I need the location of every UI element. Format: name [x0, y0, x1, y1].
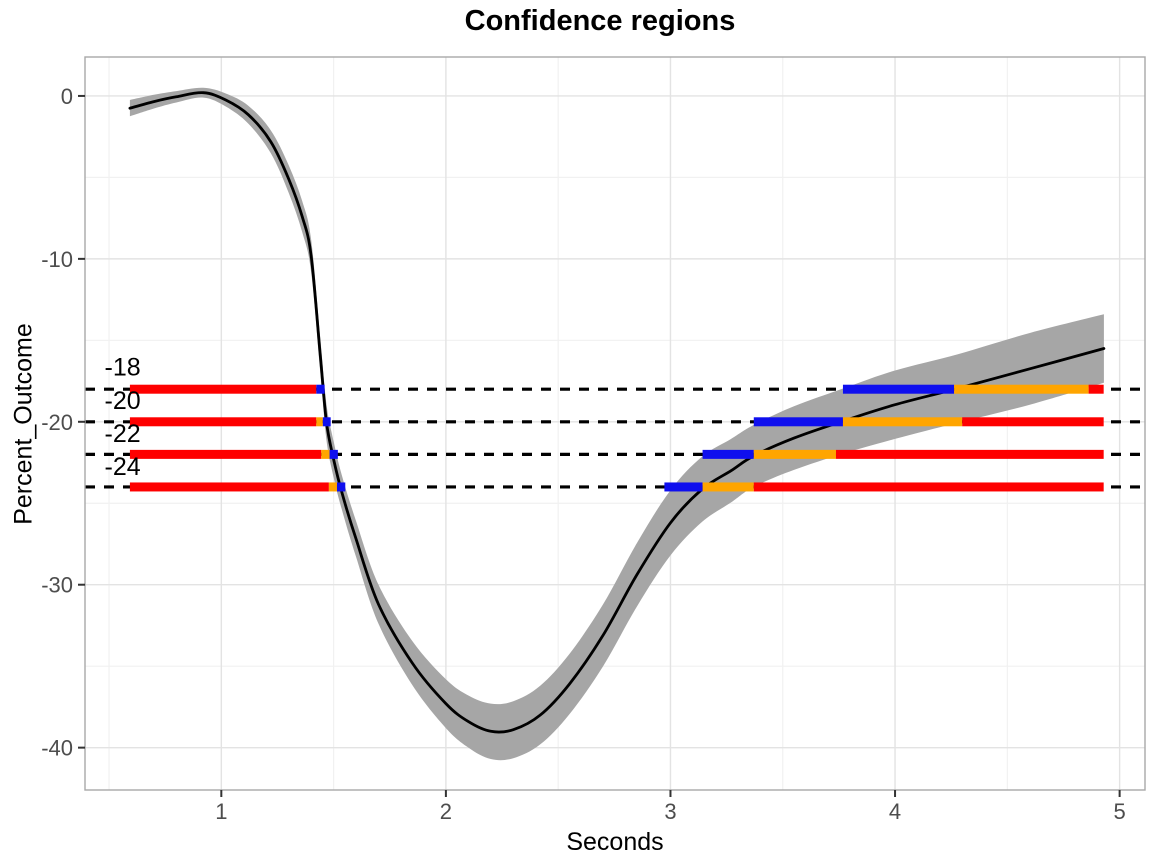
ci-segment-blue	[316, 384, 325, 394]
ci-segment-red	[753, 482, 1104, 492]
ci-segment-orange	[702, 482, 754, 492]
x-tick-label: 5	[1113, 799, 1125, 824]
ci-segment-orange	[316, 417, 323, 427]
ci-segment-blue	[842, 384, 955, 394]
smooth-line	[128, 91, 1106, 734]
x-tick-label: 3	[664, 799, 676, 824]
y-tick-label: 0	[61, 84, 73, 109]
ci-segment-blue	[322, 417, 331, 427]
y-axis-title: Percent_Outcome	[9, 323, 38, 525]
ci-segment-orange	[753, 449, 836, 459]
x-axis-title: Seconds	[566, 828, 664, 856]
y-tick-label: -40	[41, 736, 73, 761]
x-tick-label: 2	[440, 799, 452, 824]
level-label: -20	[105, 387, 141, 415]
ci-segment-blue	[664, 482, 703, 492]
ci-segment-red	[835, 449, 1104, 459]
y-tick-label: -10	[41, 247, 73, 272]
y-tick-label: -30	[41, 573, 73, 598]
ci-segment-orange	[328, 482, 337, 492]
x-tick-label: 4	[889, 799, 901, 824]
ci-segment-blue	[336, 482, 346, 492]
ci-segment-red	[129, 482, 329, 492]
ci-segment-blue	[753, 417, 843, 427]
ci-segment-orange	[321, 449, 330, 459]
ci-segment-red	[129, 449, 322, 459]
level-label: -24	[105, 453, 141, 481]
ci-segment-orange	[954, 384, 1089, 394]
ci-segment-blue	[329, 449, 338, 459]
ci-segment-red	[129, 417, 317, 427]
x-tick-label: 1	[215, 799, 227, 824]
ci-segment-red	[129, 384, 317, 394]
ci-segment-red	[1088, 384, 1104, 394]
level-label: -22	[105, 420, 141, 448]
level-label: -18	[105, 353, 141, 381]
ci-segment-red	[962, 417, 1104, 427]
ci-segment-blue	[702, 449, 754, 459]
chart-title: Confidence regions	[464, 5, 736, 37]
y-tick-label: -20	[41, 410, 73, 435]
ci-segment-orange	[842, 417, 963, 427]
panel-border	[84, 56, 1146, 791]
